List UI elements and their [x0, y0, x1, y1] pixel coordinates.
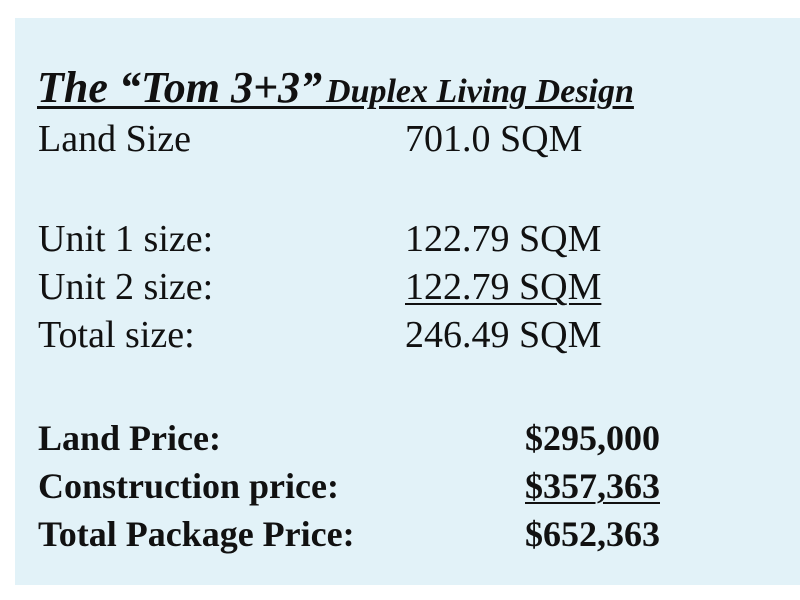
- size-value: 701.0 SQM: [405, 118, 583, 160]
- price-label: Land Price:: [38, 418, 221, 458]
- size-label: Total size:: [38, 314, 195, 356]
- size-value: 122.79 SQM: [405, 218, 602, 260]
- size-value: 122.79 SQM: [405, 266, 602, 308]
- title-main: The “Tom 3+3”: [37, 63, 323, 112]
- size-label: Unit 2 size:: [38, 266, 214, 308]
- size-label: Land Size: [38, 118, 192, 160]
- price-label: Total Package Price:: [38, 514, 355, 554]
- size-label: Unit 1 size:: [38, 218, 214, 260]
- price-value: $652,363: [525, 514, 660, 554]
- price-value: $295,000: [525, 418, 660, 458]
- size-value: 246.49 SQM: [405, 314, 602, 356]
- price-label: Construction price:: [38, 466, 339, 506]
- title-sub: Duplex Living Design: [326, 73, 634, 110]
- info-panel: [15, 18, 800, 585]
- title: The “Tom 3+3” Duplex Living Design: [37, 66, 634, 110]
- price-value: $357,363: [525, 466, 660, 506]
